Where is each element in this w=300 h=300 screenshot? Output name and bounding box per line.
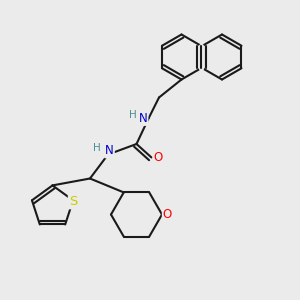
Text: H: H bbox=[129, 110, 137, 120]
Text: S: S bbox=[69, 195, 77, 208]
Text: H: H bbox=[93, 143, 101, 153]
Text: O: O bbox=[163, 208, 172, 221]
Text: N: N bbox=[105, 144, 114, 158]
Text: N: N bbox=[139, 112, 148, 125]
Text: O: O bbox=[154, 151, 163, 164]
